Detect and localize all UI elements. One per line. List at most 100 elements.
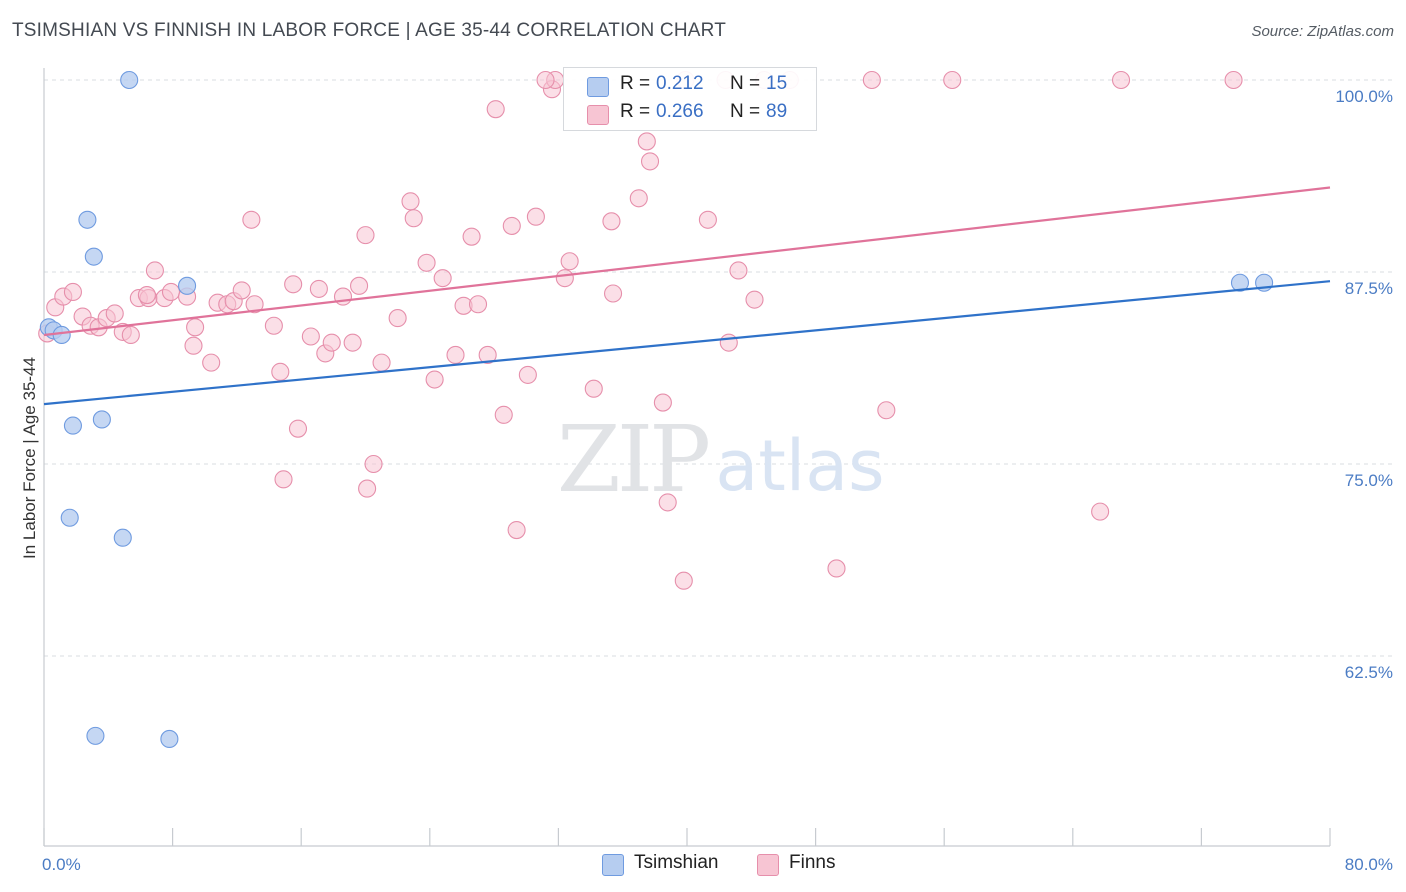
finns-swatch (757, 854, 779, 876)
chart-source: Source: ZipAtlas.com (1251, 23, 1394, 40)
finns-point (526, 207, 545, 226)
finns-point (462, 227, 481, 246)
finns-point (358, 479, 377, 498)
x-ticks (43, 828, 1331, 846)
finns-point (698, 210, 717, 229)
finns-point (401, 192, 420, 211)
finns-point (560, 252, 579, 271)
finns-point (602, 212, 621, 231)
finns-point (202, 353, 221, 372)
finns-point (494, 405, 513, 424)
finns-point (404, 209, 423, 228)
tsimshian-point (60, 508, 79, 527)
tsimshian-point (160, 729, 179, 748)
finns-point (232, 281, 251, 300)
finns-point (446, 345, 465, 364)
watermark: ZIP atlas (557, 406, 885, 513)
finns-point (486, 100, 505, 119)
finns-point (502, 216, 521, 235)
finns-point (943, 70, 962, 90)
finns-trend-line (43, 186, 1331, 337)
finns-point (507, 520, 526, 540)
finns-point (478, 345, 497, 364)
finns-point (356, 226, 375, 245)
y-axis-title: In Labor Force | Age 35-44 (20, 357, 39, 559)
legend-label: Tsimshian (634, 852, 719, 873)
watermark-atlas: atlas (715, 425, 884, 507)
finns-point (604, 284, 623, 303)
finns-point (301, 327, 320, 346)
n-value: 15 (766, 73, 788, 94)
finns-point (343, 333, 362, 352)
finns-point (245, 295, 264, 314)
finns-point (288, 419, 308, 438)
trend-lines (43, 186, 1331, 406)
finns-point (309, 279, 328, 298)
finns-point (518, 365, 537, 384)
finns-point (121, 325, 140, 345)
finns-point (658, 493, 677, 512)
x-tick-label: 80.0% (1345, 855, 1393, 874)
tsimshian-point (178, 276, 197, 295)
finns-point (640, 152, 660, 171)
finns-point (653, 393, 672, 412)
finns-point (137, 285, 156, 305)
finns-point (186, 318, 205, 337)
n-value: 89 (766, 101, 788, 122)
finns-point (862, 70, 881, 90)
y-tick-label: 75.0% (1345, 471, 1393, 490)
y-tick-labels: 62.5% 75.0% 87.5% 100.0% (1335, 87, 1393, 682)
finns-point (1224, 70, 1243, 90)
finns-point (274, 470, 293, 489)
finns-point (417, 253, 436, 272)
finns-point (637, 132, 656, 151)
r-value: 0.266 (656, 101, 704, 122)
chart-title: TSIMSHIAN VS FINNISH IN LABOR FORCE | AG… (12, 20, 727, 41)
r-label: R = (620, 73, 651, 94)
tsimshian-point (120, 70, 139, 90)
finns-point (674, 571, 693, 590)
finns-point (161, 282, 181, 302)
tsimshian-point (78, 210, 97, 229)
x-tick-label: 0.0% (42, 855, 81, 874)
tsimshian-point (92, 410, 111, 429)
finns-point (63, 282, 82, 302)
tsimshian-swatch (602, 854, 624, 876)
y-tick-label: 62.5% (1345, 663, 1393, 682)
finns-point (105, 304, 124, 323)
tsimshian-swatch (587, 77, 609, 97)
correlation-legend: R = 0.212 N = 15 R = 0.266 N = 89 (563, 67, 817, 131)
y-tick-label: 100.0% (1335, 87, 1393, 106)
tsimshian-point (1230, 273, 1250, 292)
finns-point (242, 210, 261, 229)
finns-point (629, 189, 648, 208)
watermark-zip: ZIP (557, 406, 708, 513)
tsimshian-point (84, 247, 103, 266)
n-label: N = (730, 73, 761, 94)
finns-point (1091, 502, 1110, 521)
finns-point (284, 275, 303, 294)
finns-point (322, 333, 341, 352)
finns-point (372, 353, 391, 372)
grid-lines (44, 79, 1394, 657)
finns-point (555, 269, 574, 288)
finns-point (271, 362, 290, 381)
finns-swatch (587, 105, 609, 125)
finns-point (184, 336, 203, 355)
tsimshian-point (63, 416, 82, 435)
x-tick-labels: 0.0% 80.0% (42, 855, 1393, 874)
finns-point (333, 287, 353, 306)
finns-point (729, 261, 748, 280)
finns-point (433, 269, 452, 288)
finns-point (264, 316, 283, 335)
finns-point (388, 309, 407, 328)
n-label: N = (730, 101, 761, 122)
r-label: R = (620, 101, 651, 122)
finns-point (584, 379, 603, 398)
r-value: 0.212 (656, 73, 704, 94)
legend-label: Finns (789, 852, 836, 873)
finns-point (827, 559, 846, 578)
finns-point (468, 295, 488, 314)
tsimshian-point (113, 528, 132, 547)
